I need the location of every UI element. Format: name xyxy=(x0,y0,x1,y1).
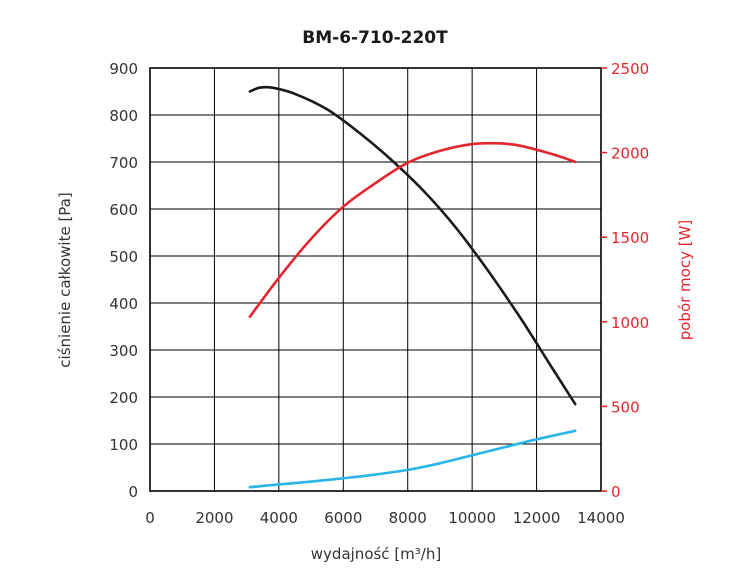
y2-tick-label: 1000 xyxy=(611,314,649,332)
x-tick-label: 8000 xyxy=(389,509,427,527)
y-tick-label: 900 xyxy=(109,60,138,78)
y-tick-label: 800 xyxy=(109,107,138,125)
series-line-dynamic xyxy=(248,429,577,489)
x-tick-label: 4000 xyxy=(260,509,298,527)
tick-labels: 0 2000 4000 6000 8000 10000 12000 1400001002003… xyxy=(109,60,649,527)
y-tick-label: 200 xyxy=(109,389,138,407)
x-tick-label: 0 xyxy=(145,509,155,527)
x-tick-label: 10000 xyxy=(448,509,496,527)
y2-tick-label: 1500 xyxy=(611,229,649,247)
x-tick-label: 12000 xyxy=(513,509,561,527)
y-tick-label: 600 xyxy=(109,201,138,219)
y-tick-label: 100 xyxy=(109,436,138,454)
y-tick-label: 700 xyxy=(109,154,138,172)
y2-tick-label: 2000 xyxy=(611,145,649,163)
y-tick-label: 500 xyxy=(109,248,138,266)
y2-axis-label: pobór mocy [W] xyxy=(676,220,694,341)
grid xyxy=(149,67,602,492)
x-tick-label: 2000 xyxy=(195,509,233,527)
y2-tick-label: 0 xyxy=(611,483,621,501)
y2-tick-label: 500 xyxy=(611,398,640,416)
y-tick-label: 0 xyxy=(128,483,138,501)
y2-tick-label: 2500 xyxy=(611,60,649,78)
x-axis-label: wydajność [m³/h] xyxy=(311,545,441,563)
series-line-pressure xyxy=(248,85,577,406)
chart-title: BM-6-710-220T xyxy=(302,28,448,48)
series-layer xyxy=(248,85,577,489)
x-tick-label: 6000 xyxy=(324,509,362,527)
x-tick-label: 14000 xyxy=(577,509,625,527)
y-axis-label: ciśnienie całkowite [Pa] xyxy=(56,192,74,367)
y-tick-label: 400 xyxy=(109,295,138,313)
y-tick-label: 300 xyxy=(109,342,138,360)
series-line-power xyxy=(248,141,577,318)
plot-frame xyxy=(149,67,602,492)
